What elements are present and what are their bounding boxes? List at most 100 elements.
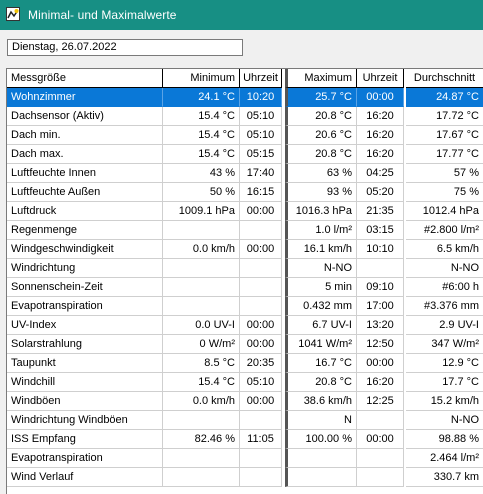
cell-average: #6:00 h xyxy=(406,278,483,297)
table-row[interactable]: Taupunkt 8.5 °C 20:35 16.7 °C 00:00 12.9 °C xyxy=(7,354,483,373)
cell-minimum xyxy=(163,278,240,297)
cell-average: N-NO xyxy=(406,411,483,430)
cell-measure: Wohnzimmer xyxy=(7,88,163,107)
table-row[interactable]: Sonnenschein-Zeit 5 min 09:10 #6:00 h xyxy=(7,278,483,297)
window-title: Minimal- und Maximalwerte xyxy=(28,8,177,22)
table-row[interactable]: Dachsensor (Aktiv) 15.4 °C 05:10 20.8 °C 16:… xyxy=(7,107,483,126)
table-row[interactable]: Luftfeuchte Innen 43 % 17:40 63 % 04:25 57 % xyxy=(7,164,483,183)
table-row[interactable]: Evapotranspiration 2.464 l/m² xyxy=(7,449,483,468)
column-header-min-time[interactable]: Uhrzeit xyxy=(240,69,282,88)
cell-maximum: 20.8 °C xyxy=(285,145,357,164)
min-max-table: Messgröße Minimum Uhrzeit Maximum Uhrzeit Dur… xyxy=(6,68,483,494)
cell-minimum: 8.5 °C xyxy=(163,354,240,373)
table-row[interactable]: Windrichtung N-NO N-NO xyxy=(7,259,483,278)
cell-min-time: 00:00 xyxy=(240,202,282,221)
cell-measure: Windrichtung Windböen xyxy=(7,411,163,430)
cell-max-time: 12:25 xyxy=(357,392,404,411)
cell-average: N-NO xyxy=(406,259,483,278)
table-row[interactable]: Windchill 15.4 °C 05:10 20.8 °C 16:20 17.7 °C xyxy=(7,373,483,392)
cell-average: 6.5 km/h xyxy=(406,240,483,259)
cell-measure: Dachsensor (Aktiv) xyxy=(7,107,163,126)
cell-maximum: 1016.3 hPa xyxy=(285,202,357,221)
table-row[interactable]: Wind Verlauf 330.7 km xyxy=(7,468,483,487)
cell-maximum: 16.7 °C xyxy=(285,354,357,373)
cell-min-time xyxy=(240,259,282,278)
cell-measure: Regenmenge xyxy=(7,221,163,240)
table-row[interactable]: Solarstrahlung 0 W/m² 00:00 1041 W/m² 12:50 3… xyxy=(7,335,483,354)
cell-minimum xyxy=(163,449,240,468)
cell-maximum: 16.1 km/h xyxy=(285,240,357,259)
cell-maximum: 93 % xyxy=(285,183,357,202)
cell-maximum: 5 min xyxy=(285,278,357,297)
cell-minimum: 15.4 °C xyxy=(163,126,240,145)
cell-max-time: 16:20 xyxy=(357,145,404,164)
cell-min-time: 05:10 xyxy=(240,107,282,126)
cell-maximum: 20.8 °C xyxy=(285,107,357,126)
cell-average: 98.88 % xyxy=(406,430,483,449)
cell-minimum: 0 W/m² xyxy=(163,335,240,354)
cell-maximum: 20.8 °C xyxy=(285,373,357,392)
cell-minimum: 24.1 °C xyxy=(163,88,240,107)
column-header-average[interactable]: Durchschnitt xyxy=(406,69,483,88)
cell-average: 17.7 °C xyxy=(406,373,483,392)
cell-average: 12.9 °C xyxy=(406,354,483,373)
cell-maximum: 1041 W/m² xyxy=(285,335,357,354)
cell-measure: Dach max. xyxy=(7,145,163,164)
table-row[interactable]: ISS Empfang 82.46 % 11:05 100.00 % 00:00 98.8… xyxy=(7,430,483,449)
cell-measure: Evapotranspiration xyxy=(7,297,163,316)
cell-maximum: N-NO xyxy=(285,259,357,278)
cell-max-time: 00:00 xyxy=(357,354,404,373)
cell-max-time: 10:10 xyxy=(357,240,404,259)
cell-average: 347 W/m² xyxy=(406,335,483,354)
weather-station-icon xyxy=(6,7,20,21)
date-field[interactable]: Dienstag, 26.07.2022 xyxy=(7,39,243,56)
cell-maximum: 1.0 l/m² xyxy=(285,221,357,240)
table-row[interactable]: Dach max. 15.4 °C 05:15 20.8 °C 16:20 17.77 °… xyxy=(7,145,483,164)
cell-maximum: 6.7 UV-I xyxy=(285,316,357,335)
table-row[interactable]: Evapotranspiration 0.432 mm 17:00 #3.376 mm xyxy=(7,297,483,316)
cell-minimum xyxy=(163,259,240,278)
table-row[interactable]: Luftdruck 1009.1 hPa 00:00 1016.3 hPa 21:35 1… xyxy=(7,202,483,221)
cell-minimum: 1009.1 hPa xyxy=(163,202,240,221)
cell-average: 17.72 °C xyxy=(406,107,483,126)
table-row[interactable]: Luftfeuchte Außen 50 % 16:15 93 % 05:20 75 % xyxy=(7,183,483,202)
cell-max-time: 21:35 xyxy=(357,202,404,221)
cell-maximum: 100.00 % xyxy=(285,430,357,449)
cell-min-time xyxy=(240,411,282,430)
cell-average: 2.9 UV-I xyxy=(406,316,483,335)
cell-min-time: 00:00 xyxy=(240,335,282,354)
cell-measure: UV-Index xyxy=(7,316,163,335)
cell-measure: Sonnenschein-Zeit xyxy=(7,278,163,297)
cell-min-time: 05:15 xyxy=(240,145,282,164)
column-header-max-time[interactable]: Uhrzeit xyxy=(357,69,404,88)
cell-measure: Solarstrahlung xyxy=(7,335,163,354)
column-header-measure[interactable]: Messgröße xyxy=(7,69,163,88)
cell-min-time: 05:10 xyxy=(240,126,282,145)
cell-measure: Luftdruck xyxy=(7,202,163,221)
cell-minimum: 15.4 °C xyxy=(163,107,240,126)
cell-maximum: 0.432 mm xyxy=(285,297,357,316)
table-row[interactable]: Windböen 0.0 km/h 00:00 38.6 km/h 12:25 15.2 … xyxy=(7,392,483,411)
cell-max-time: 16:20 xyxy=(357,373,404,392)
table-row[interactable]: Windgeschwindigkeit 0.0 km/h 00:00 16.1 km/… xyxy=(7,240,483,259)
table-row[interactable]: Dach min. 15.4 °C 05:10 20.6 °C 16:20 17.67 °… xyxy=(7,126,483,145)
cell-minimum xyxy=(163,468,240,487)
cell-average: 15.2 km/h xyxy=(406,392,483,411)
cell-min-time xyxy=(240,468,282,487)
cell-minimum: 0.0 UV-I xyxy=(163,316,240,335)
table-row[interactable]: Wohnzimmer 24.1 °C 10:20 25.7 °C 00:00 24.87 … xyxy=(7,88,483,107)
table-row[interactable]: Windrichtung Windböen N N-NO xyxy=(7,411,483,430)
table-row[interactable]: UV-Index 0.0 UV-I 00:00 6.7 UV-I 13:20 2.9 UV… xyxy=(7,316,483,335)
column-header-maximum[interactable]: Maximum xyxy=(285,69,357,88)
column-header-minimum[interactable]: Minimum xyxy=(163,69,240,88)
table-row[interactable]: Regenmenge 1.0 l/m² 03:15 #2.800 l/m² xyxy=(7,221,483,240)
cell-min-time xyxy=(240,221,282,240)
cell-maximum xyxy=(285,468,357,487)
cell-minimum: 0.0 km/h xyxy=(163,392,240,411)
cell-max-time: 16:20 xyxy=(357,126,404,145)
cell-maximum xyxy=(285,449,357,468)
cell-average: 75 % xyxy=(406,183,483,202)
cell-minimum: 15.4 °C xyxy=(163,145,240,164)
title-bar[interactable]: Minimal- und Maximalwerte xyxy=(0,0,483,30)
cell-measure: ISS Empfang xyxy=(7,430,163,449)
